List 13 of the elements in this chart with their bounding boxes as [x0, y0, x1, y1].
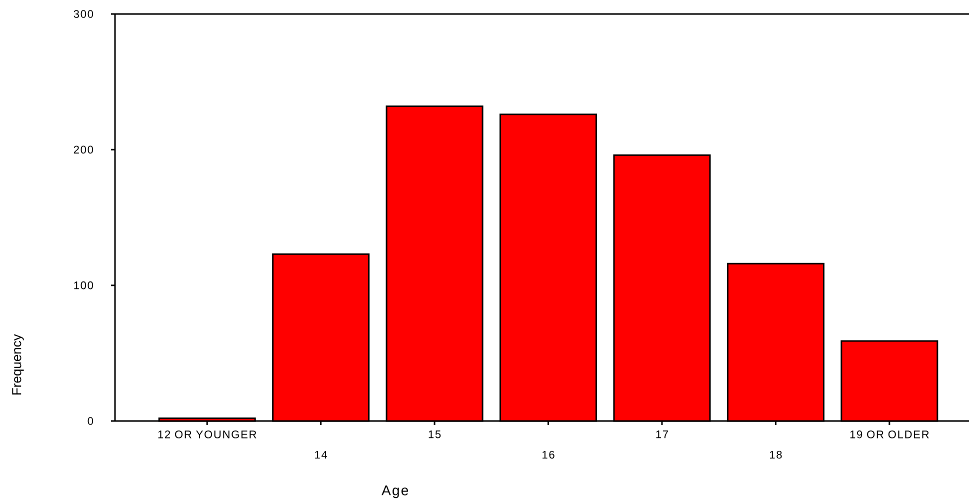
x-axis-title: Age	[382, 486, 408, 498]
y-tick-label: 0	[88, 417, 94, 425]
y-axis-title: Frequency	[12, 334, 24, 394]
y-tick-label: 200	[74, 146, 94, 154]
x-tick-label: 16	[542, 450, 554, 459]
x-tick-label: 14	[315, 450, 328, 459]
y-tick-label: 300	[74, 10, 94, 18]
x-tick-label: 12 OR YOUNGER	[158, 430, 256, 438]
x-tick-label: 19 OR OLDER	[850, 430, 929, 438]
x-tick-label: 17	[656, 430, 668, 438]
x-tick-label: 15	[428, 430, 441, 438]
x-tick-label: 18	[770, 450, 782, 459]
y-tick-label: 100	[74, 281, 94, 290]
